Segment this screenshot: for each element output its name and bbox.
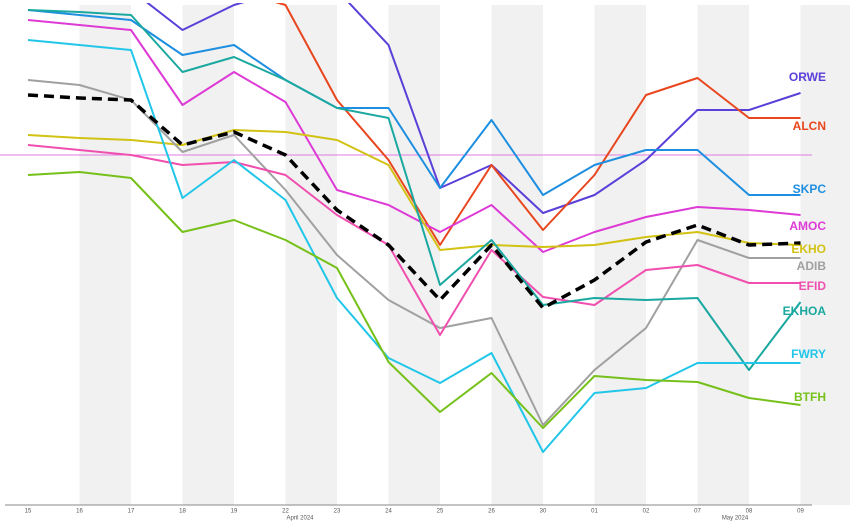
series-line [27, 19, 801, 253]
plot-area [0, 3, 812, 453]
series-line [27, 93, 801, 310]
x-tick-label: 23 [334, 509, 341, 515]
x-tick-label: 08 [746, 509, 753, 515]
x-tick-label: 17 [128, 509, 135, 515]
x-tick-label: 22 [282, 509, 289, 515]
series-line [27, 144, 801, 336]
x-tick-label: 19 [231, 509, 238, 515]
x-tick-label: 24 [385, 509, 392, 515]
column-band [388, 5, 440, 505]
x-tick-label: 26 [488, 509, 495, 515]
series-label: AMOC [789, 219, 826, 233]
series-label: FWRY [791, 347, 826, 361]
x-tick-label: 01 [591, 509, 598, 515]
series-label: BTFH [794, 390, 826, 404]
x-tick-label: 16 [76, 509, 83, 515]
column-band [182, 5, 234, 505]
column-band [79, 5, 131, 505]
series-line [146, 3, 801, 214]
column-band [800, 5, 850, 505]
x-tick-label: 07 [694, 509, 701, 515]
x-tick-label: 09 [797, 509, 804, 515]
x-tick-label: 18 [179, 509, 186, 515]
series-line [27, 171, 801, 429]
series-label: EKHO [791, 242, 826, 256]
series-label: EKHOA [783, 304, 827, 318]
series-label: ADIB [797, 259, 827, 273]
period-label: April 2024 [286, 516, 314, 522]
x-tick-label: 30 [540, 509, 547, 515]
series-line [27, 9, 802, 371]
column-band [594, 5, 646, 505]
x-tick-label: 15 [25, 509, 32, 515]
series-line [27, 39, 801, 453]
x-tick-label: 25 [437, 509, 444, 515]
series-label: EFID [799, 279, 827, 293]
period-label: May 2024 [722, 516, 749, 522]
series-line [27, 9, 801, 196]
x-tick-label: 02 [643, 509, 650, 515]
series-label: SKPC [793, 182, 827, 196]
series-label: ALCN [793, 119, 826, 133]
background-bands [79, 5, 850, 505]
series-label: ORWE [789, 70, 826, 84]
